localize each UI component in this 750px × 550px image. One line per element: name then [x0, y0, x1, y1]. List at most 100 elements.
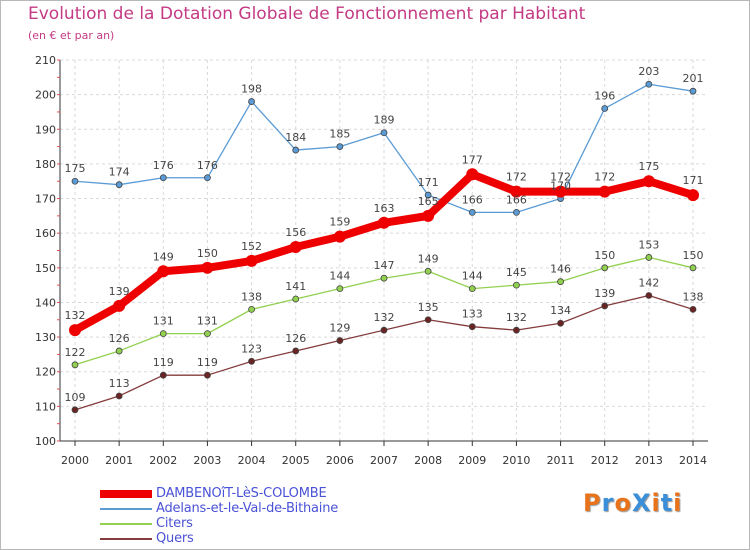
- x-tick-label: 2010: [502, 454, 530, 467]
- data-label: 138: [683, 290, 704, 303]
- data-label: 150: [197, 247, 218, 260]
- y-tick-label: 120: [35, 366, 56, 379]
- data-label: 172: [506, 171, 527, 184]
- data-point: [159, 330, 167, 338]
- y-tick-label: 160: [35, 227, 56, 240]
- data-point: [513, 326, 520, 334]
- data-point: [333, 230, 346, 243]
- data-point: [645, 292, 653, 299]
- data-label: 126: [109, 332, 130, 345]
- data-label: 152: [241, 240, 262, 253]
- legend-label: DAMBENOîT-LèS-COLOMBE: [156, 486, 327, 501]
- chart-title: Evolution de la Dotation Globale de Fonc…: [28, 4, 586, 24]
- data-point: [115, 347, 123, 355]
- x-tick-label: 2014: [679, 454, 707, 467]
- data-point: [71, 361, 79, 369]
- data-point: [468, 285, 476, 293]
- data-point: [336, 337, 344, 344]
- proxiti-logo: ProXiti: [583, 489, 682, 517]
- legend-item: Citers: [100, 516, 338, 531]
- data-point: [601, 105, 609, 112]
- logo-letter: i: [673, 489, 683, 517]
- y-tick-label: 100: [35, 435, 56, 448]
- data-label: 171: [418, 176, 439, 189]
- y-tick-label: 130: [35, 331, 56, 344]
- x-tick-label: 2007: [370, 454, 398, 467]
- legend-label: Quers: [156, 531, 194, 546]
- data-point: [598, 185, 611, 198]
- legend-swatch: [100, 522, 152, 525]
- data-point: [71, 406, 79, 414]
- data-point: [201, 261, 214, 274]
- chart-subtitle: (en € et par an): [28, 29, 115, 42]
- data-label: 165: [418, 195, 439, 208]
- data-point: [248, 305, 255, 313]
- data-point: [689, 305, 697, 313]
- data-label: 131: [153, 315, 174, 328]
- data-label: 139: [594, 287, 615, 300]
- data-point: [157, 265, 170, 278]
- data-label: 166: [506, 193, 527, 206]
- legend-item: Quers: [100, 531, 338, 546]
- x-tick-label: 2001: [105, 454, 133, 467]
- data-label: 123: [241, 342, 262, 355]
- data-point: [424, 316, 432, 324]
- logo-letter: X: [631, 489, 652, 517]
- x-tick-label: 2003: [193, 454, 221, 467]
- y-tick-label: 150: [35, 262, 56, 275]
- data-point: [248, 357, 255, 365]
- x-tick-label: 2000: [61, 454, 89, 467]
- y-tick-label: 210: [35, 54, 56, 67]
- data-label: 132: [374, 311, 395, 324]
- data-point: [554, 185, 567, 198]
- data-label: 109: [65, 391, 86, 404]
- logo-letter: o: [614, 489, 632, 517]
- logo-letter: P: [583, 489, 602, 517]
- data-point: [645, 254, 653, 261]
- data-point: [424, 267, 432, 275]
- legend-item: Adelans-et-le-Val-de-Bithaine: [100, 501, 338, 516]
- legend-swatch: [100, 507, 152, 510]
- data-point: [687, 189, 699, 202]
- y-tick-label: 140: [35, 296, 56, 309]
- data-point: [645, 80, 653, 88]
- data-point: [378, 216, 390, 229]
- data-label: 172: [550, 171, 571, 184]
- data-label: 150: [594, 249, 615, 262]
- data-label: 119: [197, 356, 218, 369]
- data-point: [468, 323, 476, 331]
- data-label: 171: [683, 174, 704, 187]
- data-label: 149: [418, 252, 439, 265]
- data-label: 113: [109, 377, 130, 390]
- legend-swatch: [100, 489, 152, 498]
- data-label: 139: [109, 285, 130, 298]
- x-tick-label: 2004: [238, 454, 266, 467]
- x-tick-label: 2012: [591, 454, 619, 467]
- data-label: 201: [683, 72, 704, 85]
- data-point: [468, 208, 476, 216]
- data-point: [510, 185, 523, 198]
- data-point: [292, 347, 300, 355]
- data-point: [69, 324, 81, 337]
- y-tick-label: 110: [35, 400, 56, 413]
- data-point: [689, 264, 697, 272]
- data-label: 119: [153, 356, 174, 369]
- data-point: [245, 254, 258, 267]
- data-label: 144: [329, 270, 350, 283]
- x-tick-label: 2009: [458, 454, 486, 467]
- chart-legend: DAMBENOîT-LèS-COLOMBE Adelans-et-le-Val-d…: [100, 486, 338, 546]
- data-label: 189: [374, 114, 395, 127]
- data-point: [248, 98, 255, 105]
- legend-label: Adelans-et-le-Val-de-Bithaine: [156, 501, 339, 516]
- data-label: 174: [109, 166, 130, 179]
- data-label: 129: [329, 322, 350, 335]
- data-point: [466, 168, 479, 181]
- data-label: 175: [638, 160, 659, 173]
- data-point: [380, 274, 388, 282]
- y-tick-label: 190: [35, 123, 56, 136]
- data-point: [689, 87, 697, 95]
- data-label: 175: [65, 162, 86, 175]
- data-label: 170: [550, 180, 571, 193]
